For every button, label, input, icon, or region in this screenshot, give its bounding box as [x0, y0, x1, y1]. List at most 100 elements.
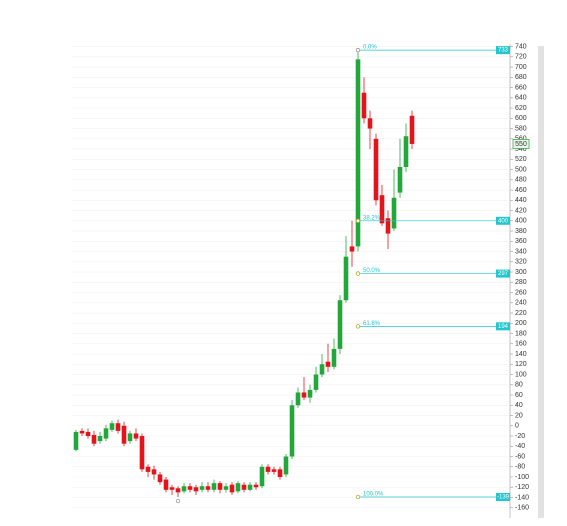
candle-body — [235, 483, 241, 492]
candle-body — [241, 484, 247, 490]
candle-body — [253, 484, 259, 488]
y-tick-label: 620 — [515, 105, 527, 112]
y-tick-label: 520 — [515, 156, 527, 163]
candle-body — [259, 466, 265, 487]
y-tick-label: 200 — [515, 320, 527, 327]
candle-body — [301, 392, 307, 398]
last-price-label: 550 — [515, 141, 527, 148]
candle-body — [169, 487, 175, 490]
candle-body — [163, 479, 169, 490]
fib-tag — [496, 322, 510, 331]
candle-body — [115, 423, 121, 431]
fib-tag-label: 297 — [498, 271, 509, 277]
candle-body — [391, 197, 397, 229]
y-tick-label: -100 — [515, 474, 529, 481]
candle-body — [139, 436, 145, 470]
fib-tag — [496, 492, 510, 501]
y-tick-label: 680 — [515, 74, 527, 81]
candle-body — [199, 486, 205, 490]
last-price-tag — [512, 139, 530, 149]
candle-body — [145, 466, 151, 472]
candle-body — [157, 474, 163, 483]
y-tick-label: 480 — [515, 177, 527, 184]
candle-body — [223, 486, 229, 490]
fib-tag — [496, 216, 510, 225]
fib-anchor — [355, 494, 361, 500]
candle-body — [355, 59, 361, 247]
candle-body — [73, 431, 79, 450]
y-tick-label: 420 — [515, 207, 527, 214]
candle-body — [319, 364, 325, 375]
y-tick-label: 20 — [515, 412, 523, 419]
candle-body — [109, 423, 115, 430]
y-tick-label: 280 — [515, 279, 527, 286]
candle-body — [361, 92, 367, 119]
fib-tag — [496, 46, 510, 55]
y-tick-label: 160 — [515, 341, 527, 348]
y-tick-label: 500 — [515, 166, 527, 173]
y-tick-label: 80 — [515, 382, 523, 389]
candle-body — [151, 469, 157, 475]
candle-body — [217, 483, 223, 490]
y-tick-label: 220 — [515, 310, 527, 317]
y-tick-label: 400 — [515, 218, 527, 225]
fib-ratio: 61.8% — [363, 321, 381, 327]
fib-ratio: 0.0% — [363, 45, 377, 51]
candle-body — [229, 484, 235, 493]
candle-body — [247, 484, 253, 490]
candle-body — [85, 431, 91, 437]
candle-body — [403, 136, 409, 167]
fib-tag-label: 400 — [498, 218, 509, 224]
fib-tag-label: 733 — [498, 48, 509, 54]
candle-body — [331, 348, 337, 367]
fib-tag — [496, 269, 510, 278]
fib-ratio: 38.2% — [363, 215, 381, 221]
y-tick-label: 460 — [515, 187, 527, 194]
candle-body — [313, 374, 319, 390]
candle-body — [103, 428, 109, 439]
candle-body — [283, 456, 289, 475]
y-tick-label: 540 — [515, 146, 527, 153]
y-tick-label: 140 — [515, 351, 527, 358]
candle-body — [307, 389, 313, 398]
candle-body — [289, 405, 295, 457]
y-tick-label: 0 — [515, 423, 519, 430]
y-tick-label: 300 — [515, 269, 527, 276]
y-tick-label: 60 — [515, 392, 523, 399]
candle-body — [277, 469, 283, 478]
candle-body — [295, 392, 301, 406]
candle-body — [373, 138, 379, 201]
fib-anchor — [355, 324, 361, 329]
candle-body — [379, 195, 385, 224]
y-tick-label: 320 — [515, 259, 527, 266]
fib-tag-label: 194 — [498, 324, 509, 330]
y-tick-label: 600 — [515, 115, 527, 122]
candle-body — [175, 488, 181, 493]
fib-ratio: 50.0% — [363, 268, 381, 274]
candle-body — [211, 483, 217, 490]
y-tick-label: 260 — [515, 289, 527, 296]
fib-ratio: 100.0% — [363, 492, 384, 498]
candle-body — [187, 486, 193, 490]
candle-body — [121, 425, 127, 444]
y-tick-label: 700 — [515, 64, 527, 71]
y-tick-label: -60 — [515, 453, 525, 460]
candle-body — [325, 361, 331, 367]
y-tick-label: -120 — [515, 484, 529, 491]
y-tick-label: 40 — [515, 402, 523, 409]
y-tick-label: 100 — [515, 371, 527, 378]
y-tick-label: 580 — [515, 125, 527, 132]
y-tick-label: 340 — [515, 248, 527, 255]
candle-body — [265, 466, 271, 472]
fib-tag-label: -139 — [497, 495, 510, 501]
y-tick-label: 740 — [515, 43, 527, 50]
candle-body — [367, 118, 373, 129]
y-tick-label: 120 — [515, 361, 527, 368]
y-tick-label: 660 — [515, 84, 527, 91]
candle-body — [349, 246, 355, 252]
y-tick-label: -40 — [515, 443, 525, 450]
scrollbar[interactable] — [538, 46, 544, 518]
y-tick-label: 440 — [515, 197, 527, 204]
